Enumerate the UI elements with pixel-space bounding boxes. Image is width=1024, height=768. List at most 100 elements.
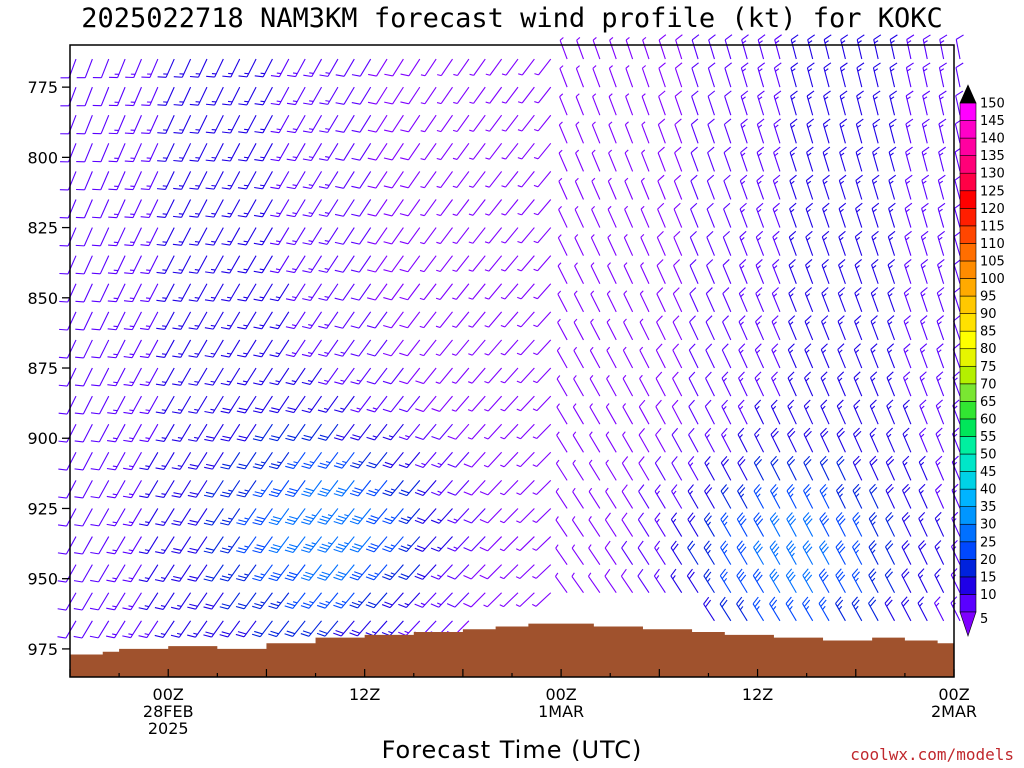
- y-tick-label: 800: [27, 148, 58, 167]
- wind-barb: [838, 202, 847, 228]
- wind-barb: [414, 508, 437, 524]
- wind-barb: [707, 146, 715, 172]
- wind-barb: [836, 427, 846, 453]
- y-tick-label: 950: [27, 570, 58, 589]
- wind-barb: [156, 199, 175, 218]
- wind-barb: [92, 58, 110, 79]
- wind-barb: [773, 146, 781, 172]
- y-tick-label: 900: [27, 429, 58, 448]
- colorbar-label: 50: [980, 448, 997, 463]
- wind-barb: [59, 171, 77, 191]
- colorbar-label: 20: [980, 553, 997, 568]
- wind-barb: [884, 568, 896, 593]
- wind-barb: [671, 399, 683, 425]
- wind-barb: [786, 455, 797, 481]
- wind-barb: [301, 367, 323, 385]
- wind-barb: [333, 564, 355, 581]
- wind-barb: [350, 283, 372, 301]
- wind-barb: [723, 146, 732, 172]
- wind-barb: [399, 367, 421, 385]
- wind-barb: [420, 58, 437, 77]
- wind-barb: [703, 512, 715, 537]
- wind-barb: [854, 315, 863, 341]
- wind-barb: [739, 174, 748, 200]
- wind-barb: [436, 86, 453, 105]
- wind-barb: [383, 143, 404, 161]
- wind-barb: [173, 58, 192, 78]
- wind-barb: [419, 311, 437, 329]
- wind-barb: [886, 427, 896, 453]
- colorbar-label: 110: [980, 237, 1005, 252]
- wind-barb: [106, 592, 126, 611]
- colorbar-swatch: [959, 225, 977, 244]
- wind-barb: [138, 620, 159, 639]
- wind-barb: [204, 367, 224, 386]
- wind-barb: [91, 367, 110, 387]
- colorbar-label: 15: [980, 570, 997, 585]
- wind-barb: [300, 564, 322, 581]
- wind-barb: [674, 90, 683, 116]
- x-tick-label: 28FEB: [143, 702, 194, 721]
- colorbar-label: 90: [980, 307, 997, 322]
- wind-barb: [91, 255, 110, 275]
- wind-barb: [286, 171, 306, 190]
- wind-barb: [447, 423, 470, 440]
- wind-barb: [721, 399, 732, 425]
- wind-barb: [706, 259, 715, 284]
- wind-barb: [59, 311, 77, 331]
- wind-barb: [155, 423, 175, 443]
- wind-barb: [155, 395, 175, 415]
- colorbar-bottom-arrow: [959, 611, 977, 637]
- wind-barb: [934, 540, 945, 565]
- wind-barb: [269, 255, 290, 274]
- wind-barb: [172, 311, 192, 330]
- wind-barb: [156, 255, 175, 274]
- wind-barb: [155, 508, 175, 526]
- colorbar-swatch: [959, 120, 977, 139]
- wind-barb: [171, 480, 192, 498]
- wind-barb: [303, 86, 323, 106]
- wind-barb: [157, 143, 175, 162]
- wind-barb: [558, 121, 568, 144]
- wind-barb: [516, 339, 535, 356]
- wind-barb: [351, 114, 372, 133]
- wind-barb: [382, 508, 404, 525]
- wind-barb: [349, 480, 372, 497]
- wind-barb: [937, 174, 946, 200]
- wind-barb: [557, 262, 568, 285]
- wind-barb: [657, 174, 666, 200]
- wind-barb: [689, 315, 699, 341]
- wind-barb: [414, 564, 437, 580]
- wind-barb: [204, 311, 224, 330]
- wind-barb: [107, 395, 126, 415]
- wind-barb: [870, 287, 879, 313]
- wind-barb: [623, 290, 634, 313]
- wind-barb: [588, 459, 601, 481]
- wind-barb: [124, 171, 142, 191]
- wind-barb: [366, 423, 388, 441]
- wind-barb: [285, 311, 306, 330]
- wind-barb: [691, 62, 699, 88]
- wind-barb: [122, 508, 142, 527]
- wind-barb: [203, 564, 224, 582]
- wind-barb: [855, 118, 864, 144]
- wind-barb: [589, 375, 601, 397]
- wind-barb: [823, 90, 831, 116]
- wind-barb: [189, 171, 208, 190]
- wind-barb: [400, 114, 421, 133]
- wind-barb: [106, 536, 126, 555]
- wind-barb: [366, 395, 388, 413]
- wind-barb: [316, 620, 339, 637]
- wind-barb: [76, 115, 93, 135]
- wind-barb: [219, 592, 241, 610]
- wind-barb: [606, 374, 617, 397]
- wind-barb: [107, 283, 126, 303]
- wind-barb: [591, 177, 601, 200]
- wind-barb: [501, 58, 519, 76]
- wind-barb: [485, 58, 503, 76]
- wind-barb: [806, 118, 815, 144]
- wind-barb: [884, 596, 896, 622]
- wind-barb: [253, 227, 273, 246]
- wind-barb: [803, 427, 814, 453]
- wind-barb: [756, 174, 765, 200]
